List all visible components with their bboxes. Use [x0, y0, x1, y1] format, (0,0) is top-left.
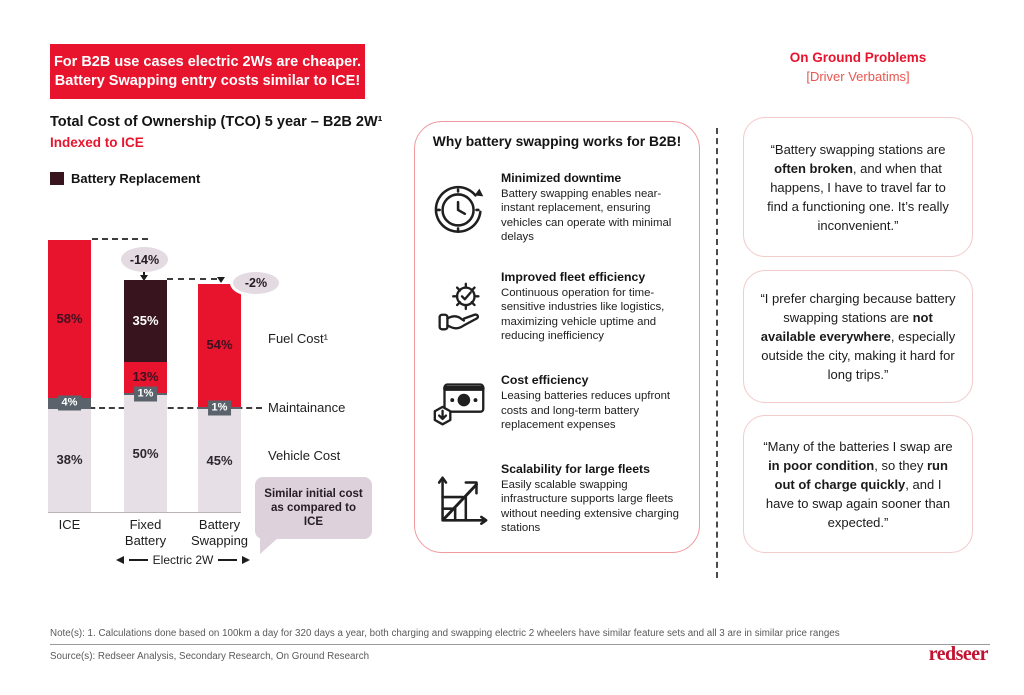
electric-2w-axis-note: Electric 2W — [116, 553, 250, 567]
arrow-line — [129, 559, 148, 561]
problems-title: On Ground Problems — [789, 50, 927, 65]
cash-decrease-icon — [429, 372, 491, 434]
benefits-panel: Why battery swapping works for B2B! Mini… — [414, 121, 700, 553]
driver-quote-1: “Battery swapping stations are often bro… — [743, 117, 973, 257]
benefit-item: Scalability for large fleets Easily scala… — [429, 462, 691, 536]
delta-bubble-battery-swapping: -2% — [233, 272, 279, 294]
benefit-title: Improved fleet efficiency — [501, 270, 646, 284]
benefit-title: Cost efficiency — [501, 373, 589, 388]
benefit-title: Scalability for large fleets — [501, 462, 650, 476]
quote-text: “Battery swapping stations are often bro… — [767, 141, 949, 233]
category-label: ICE — [58, 517, 81, 532]
segment-value-label: 54% — [206, 337, 233, 353]
headline-line2: Battery Swapping entry costs similar to … — [54, 72, 361, 89]
benefit-text: Cost efficiency Leasing batteries reduces… — [501, 373, 691, 432]
redseer-logo: redseer — [928, 643, 989, 665]
segment-value-label: 13% — [132, 369, 159, 385]
bar-segment-fuel-cost- — [198, 283, 241, 407]
benefit-text: Improved fleet efficiency Continuous oper… — [501, 270, 691, 344]
fixed-top-guide-dashes — [167, 278, 217, 280]
series-label-maintenance: Maintainance — [268, 400, 346, 415]
benefit-title: Minimized downtime — [501, 171, 622, 185]
arrow-line — [218, 559, 237, 561]
bar-segment-vehicle-cost — [124, 395, 167, 512]
benefit-text: Scalability for large fleets Easily scala… — [501, 462, 691, 536]
category-label: Battery Swapping — [190, 517, 249, 548]
source-note: Source(s): Redseer Analysis, Secondary R… — [50, 651, 370, 662]
segment-value-label: 38% — [56, 452, 83, 468]
benefit-body: Battery swapping enables near-instant re… — [501, 188, 672, 244]
segment-value-label: 50% — [132, 445, 159, 461]
segment-value-label: 4% — [57, 395, 82, 411]
series-label-fuel-cost: Fuel Cost¹ — [268, 331, 328, 346]
segment-value-label: 1% — [133, 386, 158, 402]
benefit-item: Minimized downtime Battery swapping enabl… — [429, 171, 691, 245]
arrow-left-icon — [116, 556, 124, 564]
benefit-item: Improved fleet efficiency Continuous oper… — [429, 270, 691, 344]
legend-label: Battery Replacement — [71, 171, 201, 186]
bar-segment-fuel-cost- — [48, 240, 91, 398]
delta-arrow-down-icon — [217, 277, 225, 283]
category-label: Fixed Battery — [124, 517, 167, 548]
problems-subtitle: [Driver Verbatims] — [806, 69, 910, 84]
benefit-body: Easily scalable swapping infrastructure … — [501, 479, 679, 535]
headline-line1: For B2B use cases electric 2Ws are cheap… — [53, 53, 362, 70]
quote-text: “Many of the batteries I swap are in poo… — [763, 438, 953, 530]
bar-segment-battery-replacement — [124, 280, 167, 363]
delta-bubble-fixed-battery: -14% — [121, 247, 168, 272]
arrow-right-icon — [242, 556, 250, 564]
callout-similar-initial-cost: Similar initial cost as compared to ICE — [255, 477, 372, 554]
legend-swatch-battery-replacement — [50, 172, 64, 185]
chart-subtitle: Indexed to ICE — [50, 135, 144, 150]
series-label-vehicle-cost: Vehicle Cost — [268, 448, 341, 463]
driver-quote-2: “I prefer charging because battery swapp… — [743, 270, 973, 403]
axis-note-label: Electric 2W — [152, 553, 214, 567]
benefit-body: Continuous operation for time-sensitive … — [501, 287, 665, 343]
headline-banner: For B2B use cases electric 2Ws are cheap… — [50, 44, 365, 99]
footer-divider — [50, 644, 990, 645]
benefits-panel-title: Why battery swapping works for B2B! — [432, 134, 682, 149]
delta-arrow-down-icon — [140, 275, 148, 281]
benefit-item: Cost efficiency Leasing batteries reduces… — [429, 372, 691, 434]
bar-segment-vehicle-cost — [198, 409, 241, 512]
segment-value-label: 58% — [56, 310, 83, 326]
benefit-body: Leasing batteries reduces upfront costs … — [501, 390, 671, 432]
segment-value-label: 35% — [132, 313, 159, 329]
driver-quote-3: “Many of the batteries I swap are in poo… — [743, 415, 973, 553]
growth-chart-icon — [429, 468, 491, 530]
x-axis-baseline — [48, 512, 241, 513]
ice-top-guide-dashes — [92, 238, 148, 240]
segment-value-label: 45% — [206, 452, 233, 468]
bar-segment-vehicle-cost — [48, 408, 91, 512]
gear-hand-icon — [429, 276, 491, 338]
chart-title: Total Cost of Ownership (TCO) 5 year – B… — [50, 114, 383, 130]
legend: Battery Replacement — [50, 171, 200, 186]
quote-text: “I prefer charging because battery swapp… — [760, 291, 956, 382]
vertical-dashed-divider — [716, 128, 718, 578]
benefit-text: Minimized downtime Battery swapping enabl… — [501, 171, 691, 245]
footnote: Note(s): 1. Calculations done based on 1… — [50, 628, 840, 639]
segment-value-label: 1% — [207, 400, 232, 416]
delta-arrow-stem — [143, 272, 145, 276]
clock-refresh-icon — [429, 177, 491, 239]
